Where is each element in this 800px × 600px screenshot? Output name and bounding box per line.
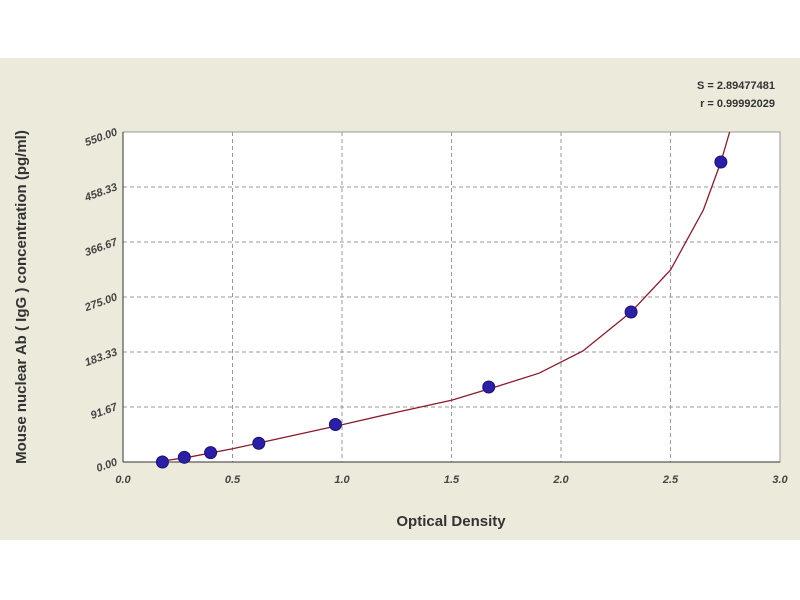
x-tick-label: 0.0 (115, 474, 131, 486)
x-tick-label: 0.5 (225, 474, 241, 486)
x-tick-label: 3.0 (772, 474, 788, 486)
data-point (204, 446, 218, 460)
data-point (155, 455, 169, 469)
data-point (482, 380, 496, 394)
x-tick-label: 2.0 (552, 474, 569, 486)
y-axis-title: Mouse nuclear Ab ( IgG ) concentration (… (13, 130, 30, 464)
data-point (714, 155, 728, 169)
data-point (252, 436, 266, 450)
x-axis-title: Optical Density (396, 513, 506, 530)
annotation: r = 0.99992029 (700, 98, 775, 110)
x-tick-label: 1.0 (334, 474, 350, 486)
data-point (177, 450, 191, 464)
fit-curve (155, 131, 731, 463)
annotation: S = 2.89477481 (697, 80, 775, 92)
data-point (328, 418, 342, 431)
x-tick-label: 1.5 (444, 474, 460, 486)
data-point (624, 305, 638, 319)
x-tick-label: 2.5 (662, 474, 679, 486)
